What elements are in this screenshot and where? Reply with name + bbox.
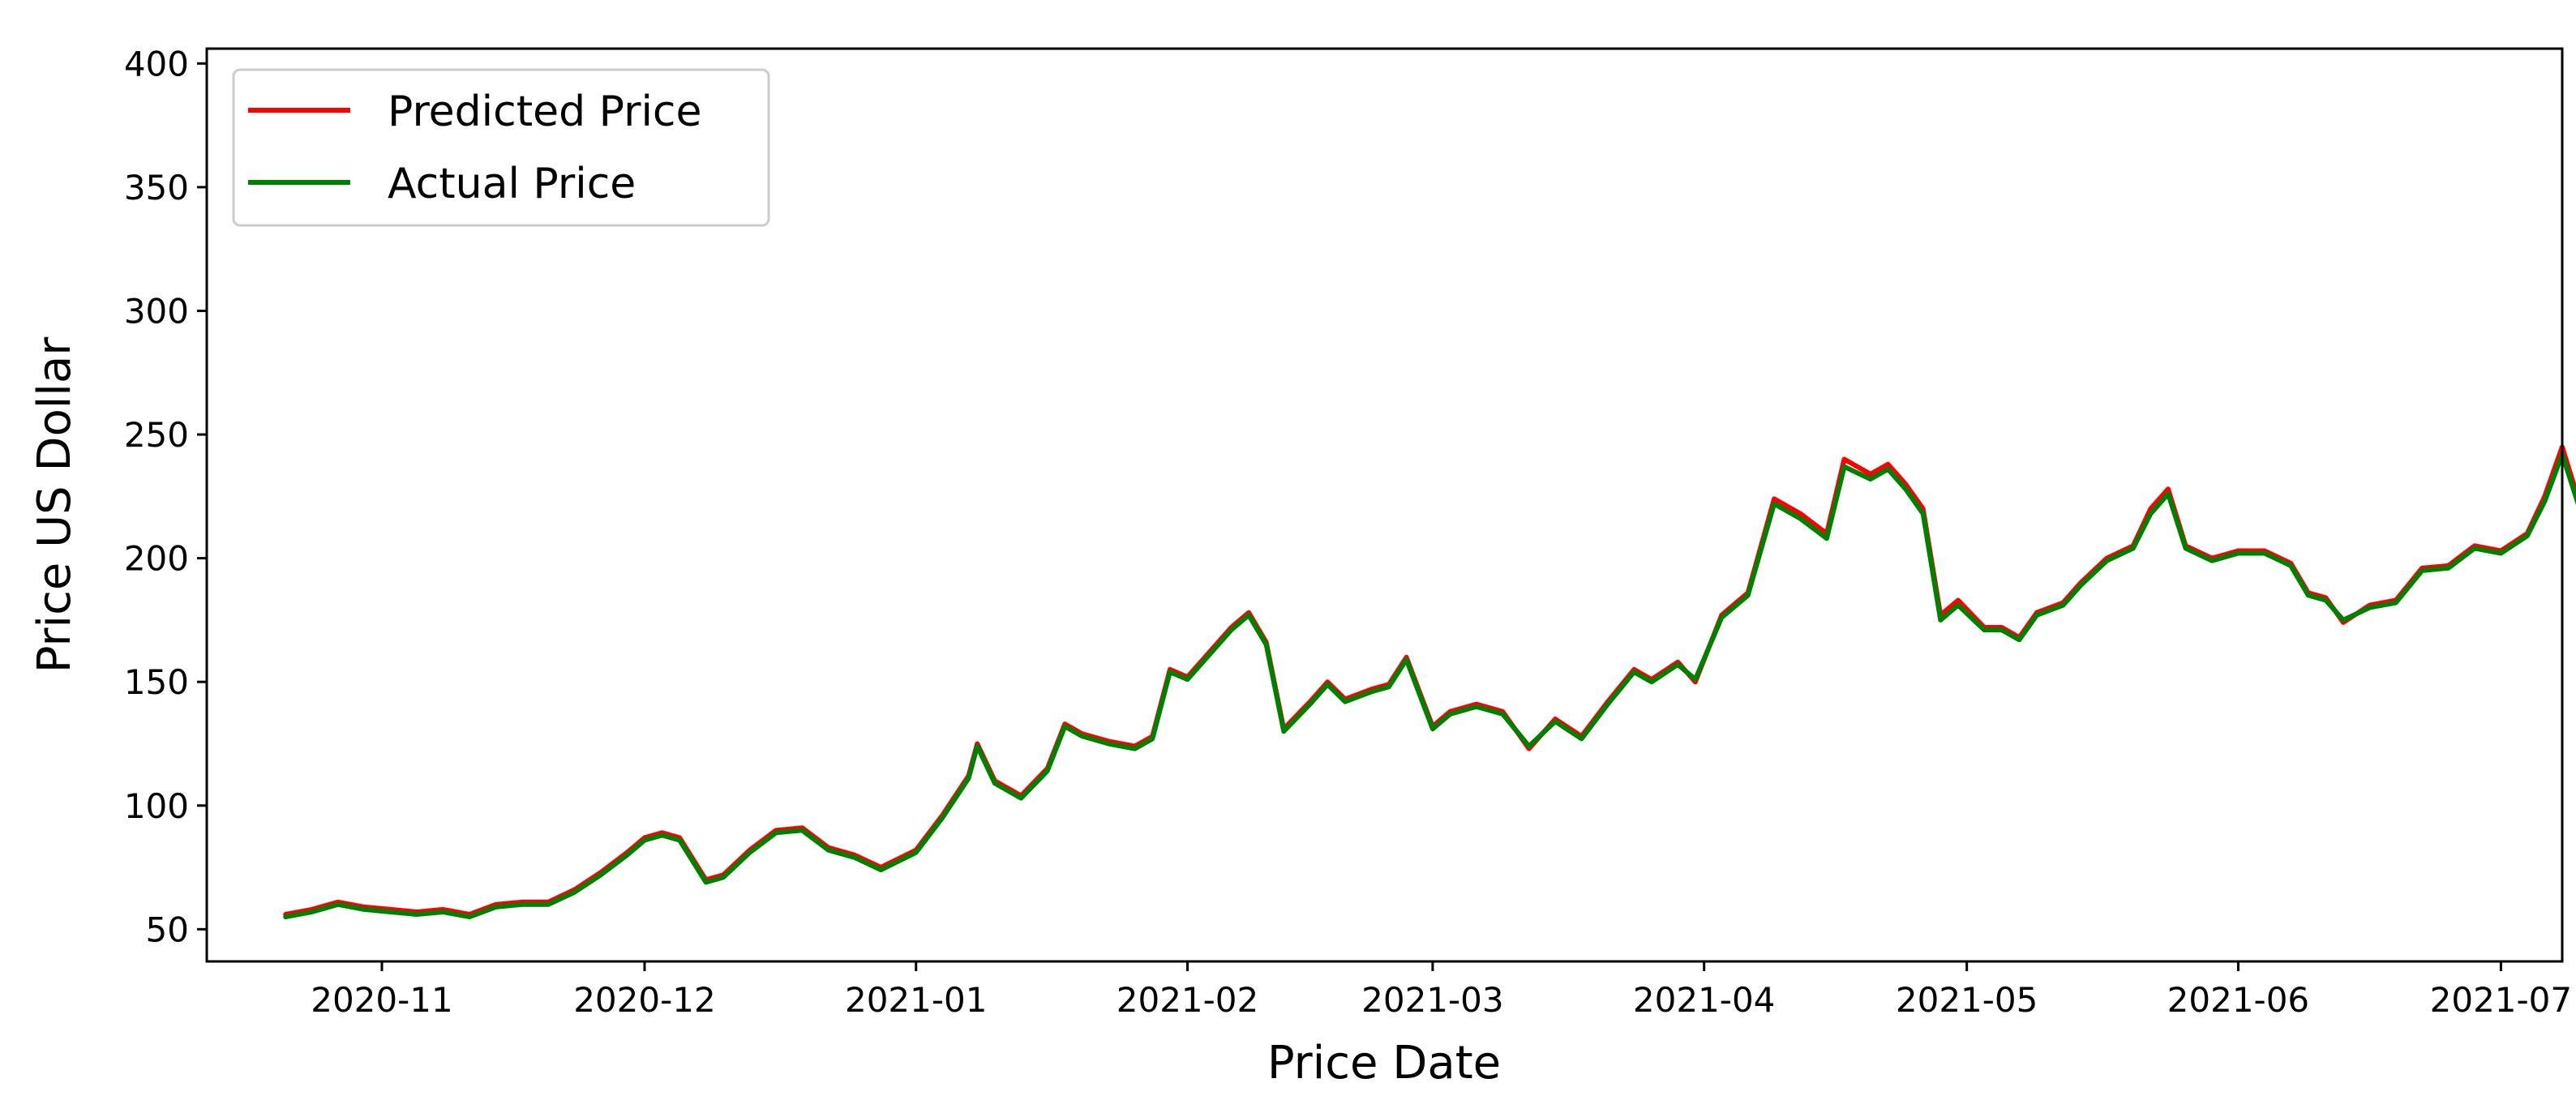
x-tick-label: 2021-05 <box>1896 980 2038 1020</box>
plot-frame <box>205 47 2564 963</box>
x-tick-label: 2021-03 <box>1361 980 1504 1020</box>
x-axis: 2020-11 2020-12 2021-01 2021-02 2021-03 2021-… <box>311 961 2572 1020</box>
x-tick-label: 2021-01 <box>845 980 988 1020</box>
y-tick-label: 250 <box>124 415 189 455</box>
x-tick-label: 2020-12 <box>573 980 716 1020</box>
y-tick-label: 300 <box>124 291 189 331</box>
x-tick-label: 2021-07 <box>2430 980 2573 1020</box>
x-tick-label: 2021-04 <box>1633 980 1776 1020</box>
x-tick-label: 2020-11 <box>311 980 453 1020</box>
series-line-actual-price <box>283 452 2576 920</box>
x-tick-label: 2021-06 <box>2167 980 2310 1020</box>
y-tick-label: 100 <box>124 786 189 826</box>
legend-label-predicted: Predicted Price <box>388 88 702 136</box>
y-tick-label: 200 <box>124 539 189 579</box>
y-tick-label: 400 <box>124 44 189 83</box>
y-axis: 50 100 150 200 250 300 350 400 <box>124 44 207 949</box>
y-tick-label: 350 <box>124 168 189 208</box>
y-axis-title: Price US Dollar <box>28 336 81 674</box>
legend-label-actual: Actual Price <box>388 160 636 208</box>
y-tick-label: 50 <box>146 910 189 949</box>
x-tick-label: 2021-02 <box>1117 980 1259 1020</box>
legend-box <box>232 68 770 227</box>
series-layer <box>283 444 2576 920</box>
legend: Predicted Price Actual Price <box>232 68 770 227</box>
y-tick-label: 150 <box>124 662 189 702</box>
x-axis-title: Price Date <box>1267 1037 1501 1089</box>
